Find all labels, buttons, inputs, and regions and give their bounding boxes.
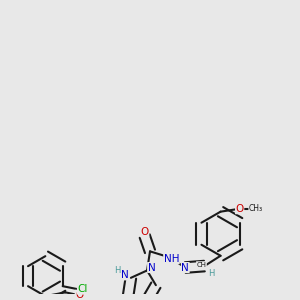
Text: O: O: [236, 204, 244, 214]
Text: N: N: [148, 262, 155, 272]
Text: N: N: [182, 262, 189, 272]
Text: CH: CH: [196, 262, 206, 268]
Text: N: N: [121, 270, 129, 280]
Text: O: O: [75, 290, 84, 300]
Text: O: O: [141, 227, 149, 237]
Text: H: H: [208, 269, 214, 278]
Text: NH: NH: [164, 254, 179, 264]
Text: H: H: [115, 266, 121, 275]
Text: Cl: Cl: [77, 284, 88, 294]
Text: CH₃: CH₃: [249, 204, 263, 213]
